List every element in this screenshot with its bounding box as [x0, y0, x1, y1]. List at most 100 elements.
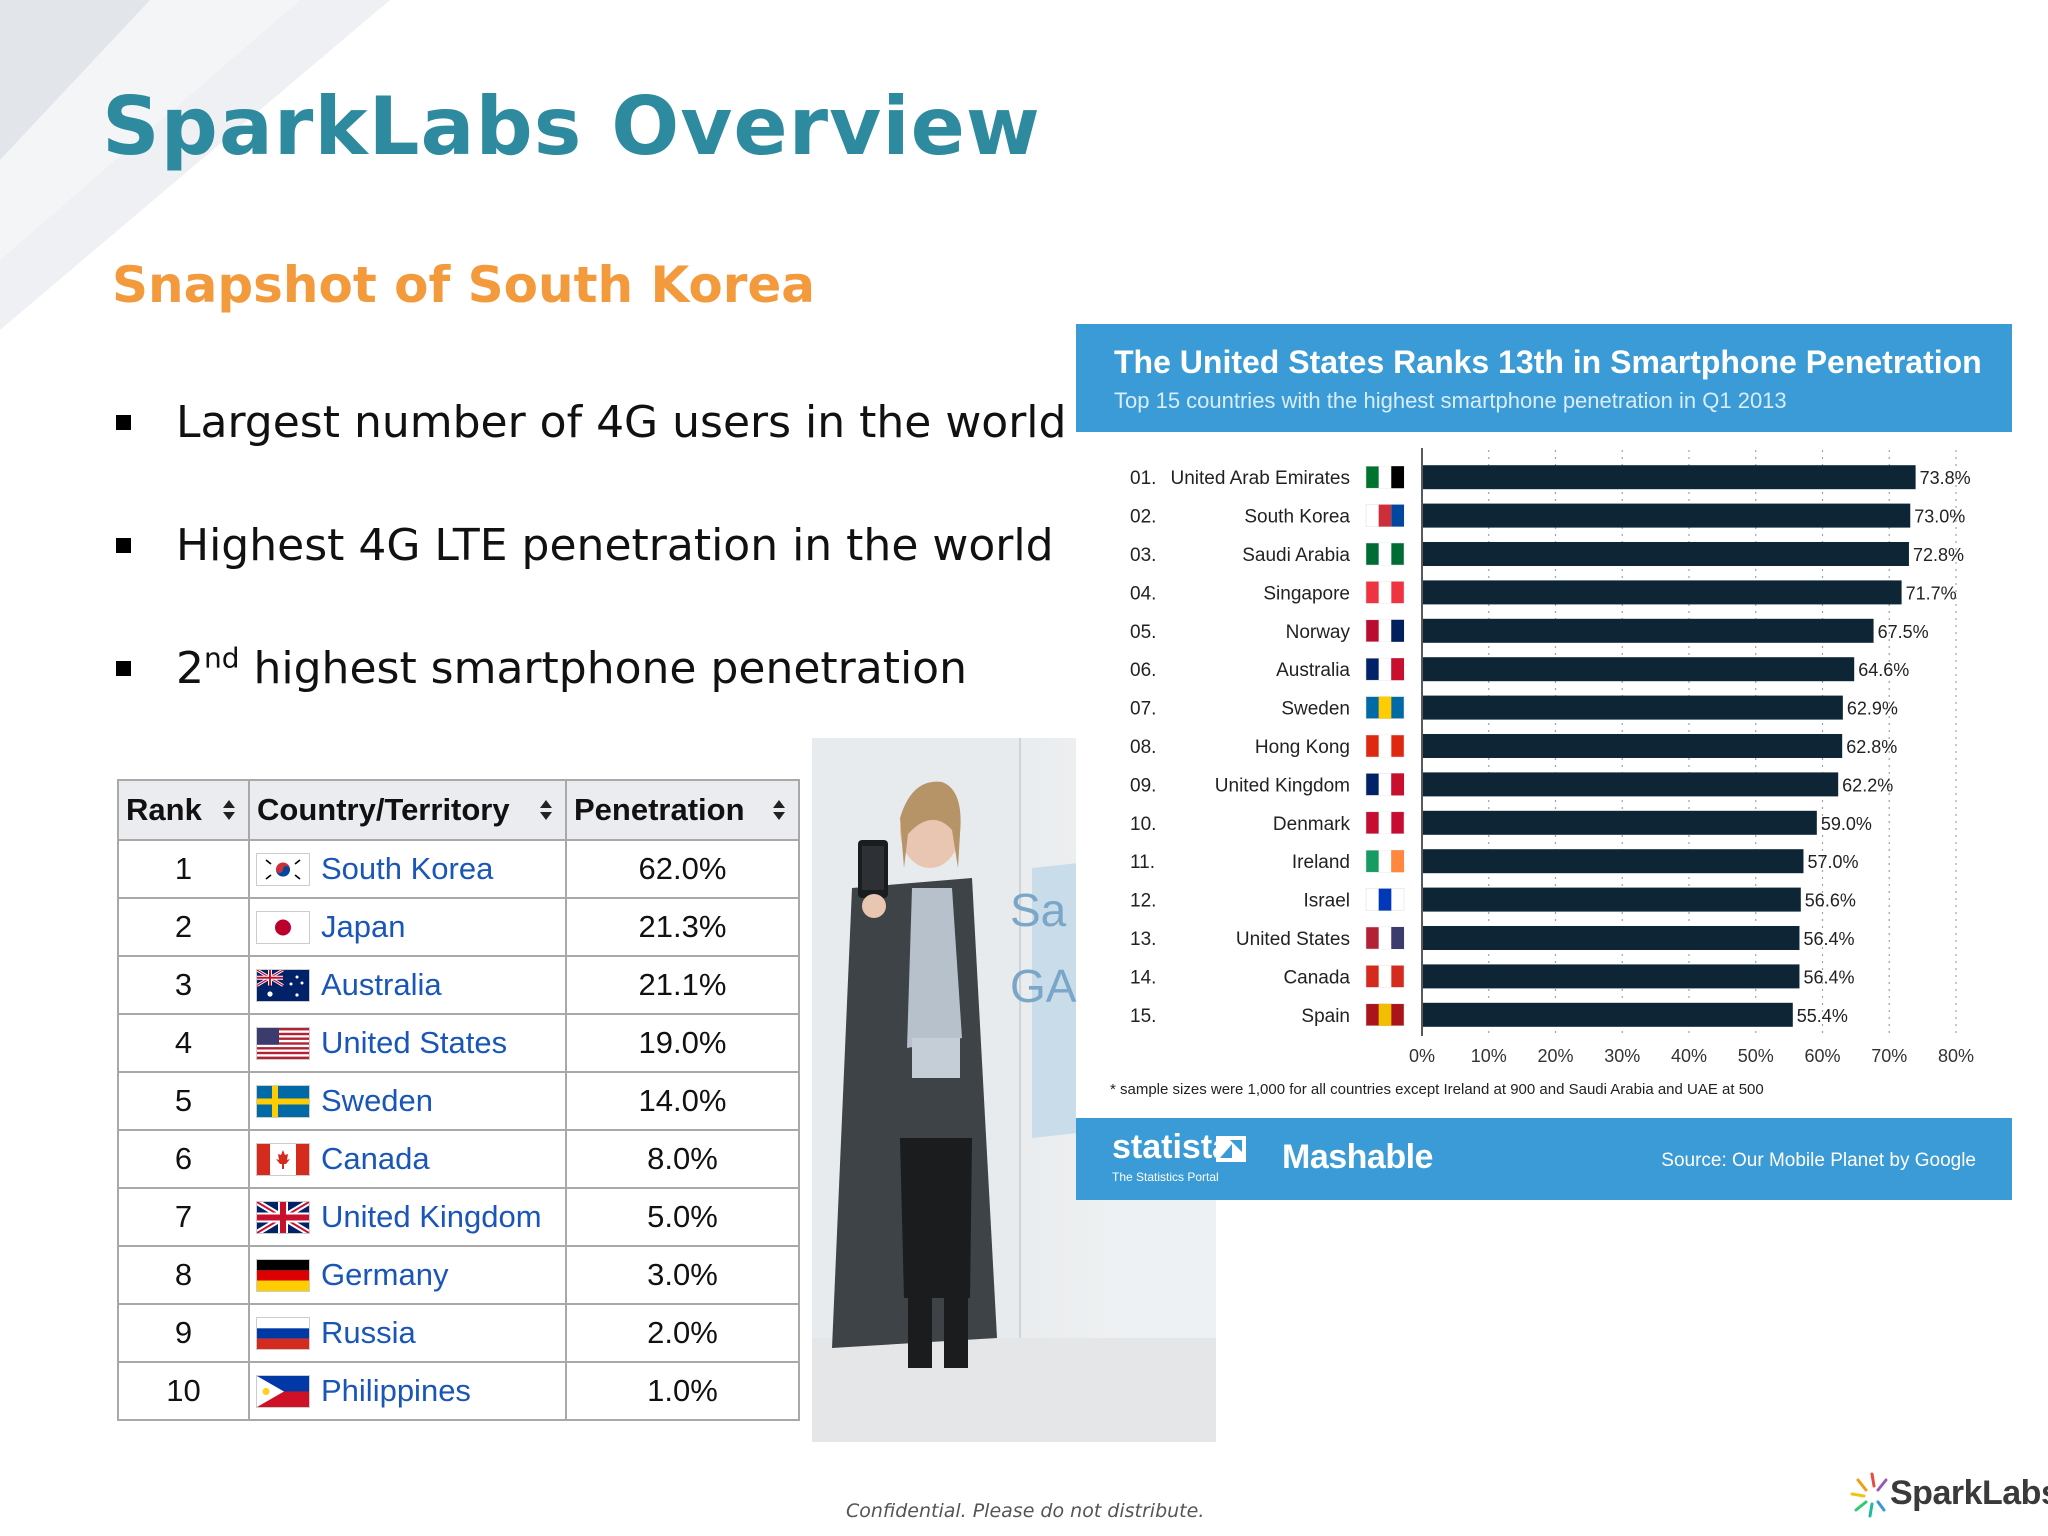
country-link[interactable]: United Kingdom: [321, 1199, 542, 1234]
country-link[interactable]: Russia: [321, 1315, 416, 1350]
country-label: Israel: [1304, 891, 1350, 912]
country-link[interactable]: Germany: [321, 1257, 449, 1292]
country-label: United Kingdom: [1215, 775, 1350, 796]
sort-icon[interactable]: [772, 799, 786, 821]
header-rank[interactable]: Rank: [117, 779, 250, 841]
square-bullet-icon: [116, 538, 131, 553]
sort-icon[interactable]: [539, 799, 553, 821]
country-link[interactable]: Philippines: [321, 1373, 471, 1408]
rank-cell: 7: [117, 1187, 250, 1247]
flag-band: [1378, 696, 1392, 719]
spark-burst-icon: [1850, 1472, 1888, 1518]
header-country-label: Country/Territory: [257, 792, 510, 827]
country-link[interactable]: Sweden: [321, 1083, 434, 1118]
flag-band: [1378, 504, 1392, 527]
flag-band: [1378, 581, 1392, 604]
bar-value-label: 72.8%: [1913, 545, 1964, 565]
country-cell: Canada: [248, 1129, 567, 1189]
source-credit: Source: Our Mobile Planet by Google: [1661, 1150, 1976, 1171]
chart-bar: [1423, 810, 1817, 835]
country-link[interactable]: Canada: [321, 1141, 430, 1176]
country-cell: Germany: [248, 1245, 567, 1305]
x-tick-label: 0%: [1409, 1046, 1435, 1066]
penetration-cell: 8.0%: [565, 1129, 800, 1189]
country-cell: Japan: [248, 897, 567, 957]
penetration-cell: 2.0%: [565, 1303, 800, 1363]
south-korea-flag-icon: [256, 852, 310, 886]
smartphone-penetration-infographic: The United States Ranks 13th in Smartpho…: [1076, 324, 2012, 1200]
rank-label: 03.: [1130, 545, 1156, 566]
table-row: 10 Philippines 1.0%: [117, 1361, 800, 1421]
rank-cell: 8: [117, 1245, 250, 1305]
penetration-bar-chart: 0% 10% 20% 30% 40% 50% 60% 70% 80% 01. United Arab…: [1130, 448, 1974, 1066]
chart-bar: [1423, 503, 1911, 528]
sort-icon[interactable]: [222, 799, 236, 821]
penetration-cell: 21.1%: [565, 955, 800, 1015]
country-label: Saudi Arabia: [1242, 545, 1350, 566]
country-label: United Arab Emirates: [1170, 468, 1350, 489]
rank-label: 10.: [1130, 814, 1156, 835]
country-cell: Australia: [248, 955, 567, 1015]
bullet-text-rest: highest smartphone penetration: [239, 643, 967, 694]
chart-bar: [1423, 849, 1804, 874]
flag-band: [1378, 965, 1392, 988]
penetration-ranking-table: Rank Country/Territory Penetration 1 Sou…: [117, 779, 800, 1421]
country-link[interactable]: South Korea: [321, 851, 494, 886]
table-row: 2 Japan 21.3%: [117, 897, 800, 957]
country-label: United States: [1236, 929, 1350, 950]
bar-value-label: 67.5%: [1878, 622, 1929, 642]
flag-band: [1378, 735, 1392, 757]
russia-flag-icon: [256, 1316, 310, 1350]
table-row: 6 Canada 8.0%: [117, 1129, 800, 1189]
chart-bar: [1423, 695, 1843, 720]
confidential-notice: Confidential. Please do not distribute.: [846, 1500, 1205, 1522]
header-rank-label: Rank: [126, 792, 202, 827]
rank-label: 14.: [1130, 967, 1156, 988]
chart-bar: [1423, 926, 1800, 950]
country-cell: United States: [248, 1013, 567, 1073]
country-link[interactable]: Australia: [321, 967, 442, 1002]
rank-cell: 1: [117, 839, 250, 899]
bullet-text: Largest number of 4G users in the world: [176, 397, 1067, 448]
table-row: 1 South Korea 62.0%: [117, 839, 800, 899]
header-country[interactable]: Country/Territory: [248, 779, 567, 841]
country-cell: South Korea: [248, 839, 567, 899]
country-link[interactable]: Japan: [321, 909, 406, 944]
rank-cell: 3: [117, 955, 250, 1015]
bar-value-label: 73.8%: [1920, 468, 1971, 488]
bar-value-label: 62.2%: [1842, 775, 1893, 795]
bullet-list: Largest number of 4G users in the world …: [112, 394, 1072, 763]
united-states-flag-icon: [256, 1026, 310, 1060]
flag-band: [1378, 619, 1392, 642]
chart-bar: [1423, 772, 1839, 797]
rank-label: 07.: [1130, 699, 1156, 720]
table-row: 4 United States 19.0%: [117, 1013, 800, 1073]
rank-label: 11.: [1130, 852, 1155, 873]
bar-value-label: 57.0%: [1807, 852, 1858, 872]
flag-band: [1391, 773, 1404, 796]
germany-flag-icon: [256, 1258, 310, 1292]
rank-label: 08.: [1130, 737, 1156, 758]
bar-value-label: 71.7%: [1906, 583, 1957, 603]
penetration-cell: 19.0%: [565, 1013, 800, 1073]
infographic-footer: statista The Statistics Portal Mashable …: [1076, 1118, 2012, 1200]
bar-value-label: 59.0%: [1821, 814, 1872, 834]
chart-bar: [1423, 1002, 1793, 1027]
svg-text:Sa: Sa: [1010, 884, 1067, 936]
chart-bar: [1423, 734, 1843, 758]
slide-title: SparkLabs Overview: [102, 80, 1041, 173]
x-tick-label: 50%: [1738, 1046, 1774, 1066]
country-label: Canada: [1283, 967, 1350, 988]
statista-tagline: The Statistics Portal: [1112, 1170, 1219, 1184]
rank-label: 02.: [1130, 507, 1156, 528]
ordinal-number: 2: [176, 643, 204, 694]
country-link[interactable]: United States: [321, 1025, 508, 1060]
ordinal-suffix: nd: [204, 641, 240, 675]
bar-value-label: 56.4%: [1803, 967, 1854, 987]
rank-cell: 5: [117, 1071, 250, 1131]
header-penetration[interactable]: Penetration: [565, 779, 800, 841]
rank-label: 09.: [1130, 775, 1156, 796]
table-row: 9 Russia 2.0%: [117, 1303, 800, 1363]
flag-band: [1378, 466, 1392, 489]
logo-wordmark: SparkLabs: [1890, 1474, 2048, 1512]
